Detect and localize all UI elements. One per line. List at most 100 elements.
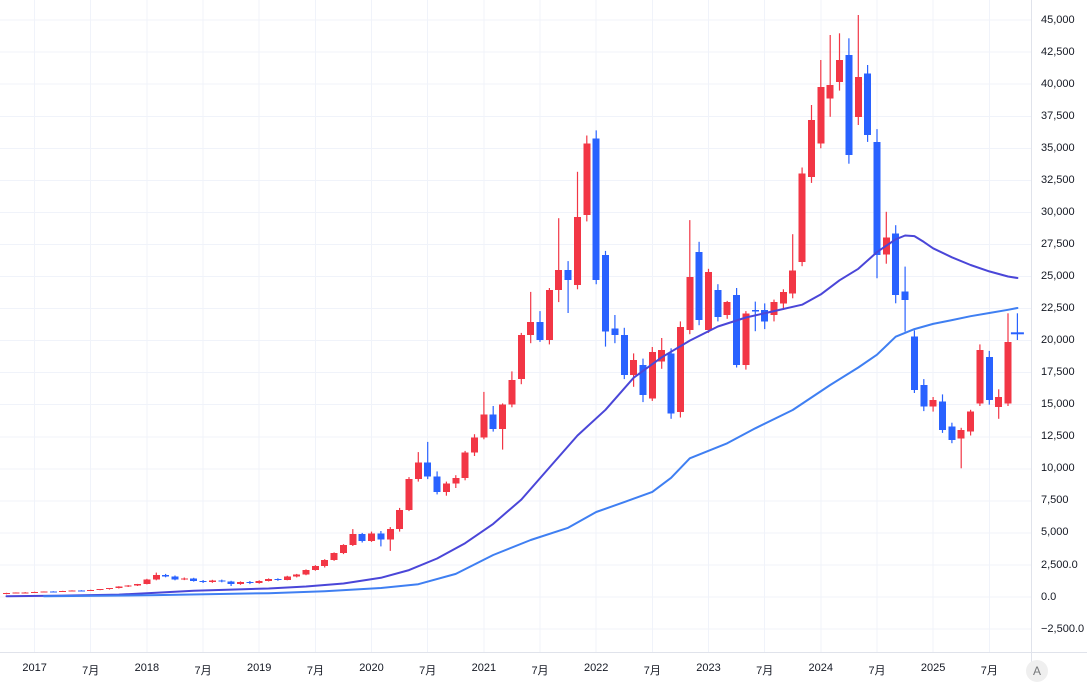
price-axis-label: 0.0 <box>1041 590 1057 603</box>
candle-body <box>386 529 394 540</box>
candle-body <box>976 350 984 404</box>
candle-body <box>836 60 843 82</box>
candle-body <box>340 545 347 554</box>
candle-body <box>686 276 694 330</box>
candle-body <box>311 566 319 571</box>
candle-body <box>396 509 404 529</box>
candle-body <box>489 414 497 430</box>
price-axis-label: 37,500 <box>1041 109 1075 122</box>
candle-body <box>368 533 375 541</box>
candle-body <box>817 86 825 144</box>
candle-body <box>349 534 357 546</box>
candle-body <box>920 385 928 407</box>
candle-body <box>255 580 263 584</box>
candle-body <box>31 592 39 593</box>
candle-body <box>873 141 881 255</box>
candle-body <box>21 592 29 594</box>
time-axis-label: 7月 <box>306 665 324 677</box>
candle-body <box>864 73 872 135</box>
candle-body <box>3 593 10 594</box>
candle-body <box>901 291 909 300</box>
candle-body <box>789 270 797 294</box>
candle-body <box>892 233 900 295</box>
ma-long-term <box>42 307 1019 598</box>
candle-body <box>87 589 95 591</box>
candle-body <box>761 310 769 322</box>
candle-body <box>620 335 628 375</box>
candle-body <box>770 302 778 316</box>
price-axis-label: 12,500 <box>1041 430 1075 443</box>
candle-body <box>592 138 600 280</box>
candlestick-chart[interactable] <box>0 0 1031 652</box>
candle-body <box>967 411 975 432</box>
candle-body <box>564 270 572 280</box>
candle-body <box>377 533 385 540</box>
candle-body <box>957 430 965 439</box>
time-axis-label: 2019 <box>246 662 272 674</box>
candle-body <box>527 321 535 335</box>
ma-mid-term <box>5 234 1019 598</box>
candle-body <box>508 380 516 405</box>
candle-body <box>124 585 132 587</box>
candle-body <box>574 216 581 285</box>
time-axis-label: 2025 <box>920 662 946 674</box>
candle-body <box>414 462 422 480</box>
candle-body <box>639 365 647 395</box>
price-axis-label: 15,000 <box>1041 398 1075 411</box>
price-axis-label: 10,000 <box>1041 462 1075 475</box>
candle-body <box>733 295 741 365</box>
candle-body <box>995 396 1003 407</box>
candle-body <box>723 301 731 315</box>
plot-area[interactable] <box>0 0 1031 652</box>
price-axis-label: 30,000 <box>1041 205 1075 218</box>
candle-body <box>658 350 666 362</box>
candle-body <box>405 479 413 510</box>
candle-body <box>985 356 993 400</box>
price-axis-label: 35,000 <box>1041 141 1075 154</box>
candle-body <box>293 574 301 577</box>
time-axis-label: 7月 <box>194 665 212 677</box>
candle-body <box>208 580 216 583</box>
candle-body <box>667 353 675 414</box>
candle-body <box>751 309 759 312</box>
candle-body <box>433 476 441 492</box>
time-axis-label: 7月 <box>756 665 774 677</box>
time-axis-label: 7月 <box>419 665 437 677</box>
price-axis-label: 45,000 <box>1041 13 1075 26</box>
candle-body <box>471 437 478 453</box>
candle-body <box>77 590 85 592</box>
price-axis[interactable]: 45,000 42,500 40,000 37,500 35,000 32,500 30,0… <box>1031 0 1087 652</box>
candle-body <box>190 578 198 581</box>
candle-body <box>302 570 310 575</box>
candle-body <box>480 414 488 438</box>
time-axis-label: 7月 <box>643 665 661 677</box>
candle-body <box>826 85 834 99</box>
candle-body <box>555 270 563 290</box>
candle-body <box>499 404 507 430</box>
candle-body <box>742 313 750 365</box>
candle-body <box>461 452 469 479</box>
candle-body <box>517 335 525 380</box>
candle-body <box>929 400 937 407</box>
candle-body <box>12 592 20 594</box>
candle-body <box>143 579 151 585</box>
candle-body <box>115 586 123 589</box>
price-axis-label: 20,000 <box>1041 334 1075 347</box>
candle-body <box>695 251 703 320</box>
candle-body <box>808 120 815 177</box>
price-axis-label: 25,000 <box>1041 270 1075 282</box>
candle-body <box>106 588 113 590</box>
candle-body <box>152 575 160 580</box>
candle-body <box>237 581 244 585</box>
candle-body <box>68 590 76 592</box>
price-axis-label: 17,500 <box>1041 366 1075 379</box>
time-axis-label: 7月 <box>980 665 998 677</box>
candle-body <box>910 336 918 390</box>
auto-scale-badge[interactable]: A <box>1026 660 1048 682</box>
time-axis-label: 2024 <box>808 662 834 674</box>
price-axis-label: 40,000 <box>1041 77 1075 90</box>
candle-body <box>246 581 254 584</box>
candle-body <box>602 255 609 332</box>
time-axis[interactable]: 2017 7月 2018 7月 2019 7月 2020 7月 2021 7月 2022 7月 2023… <box>0 652 1087 684</box>
